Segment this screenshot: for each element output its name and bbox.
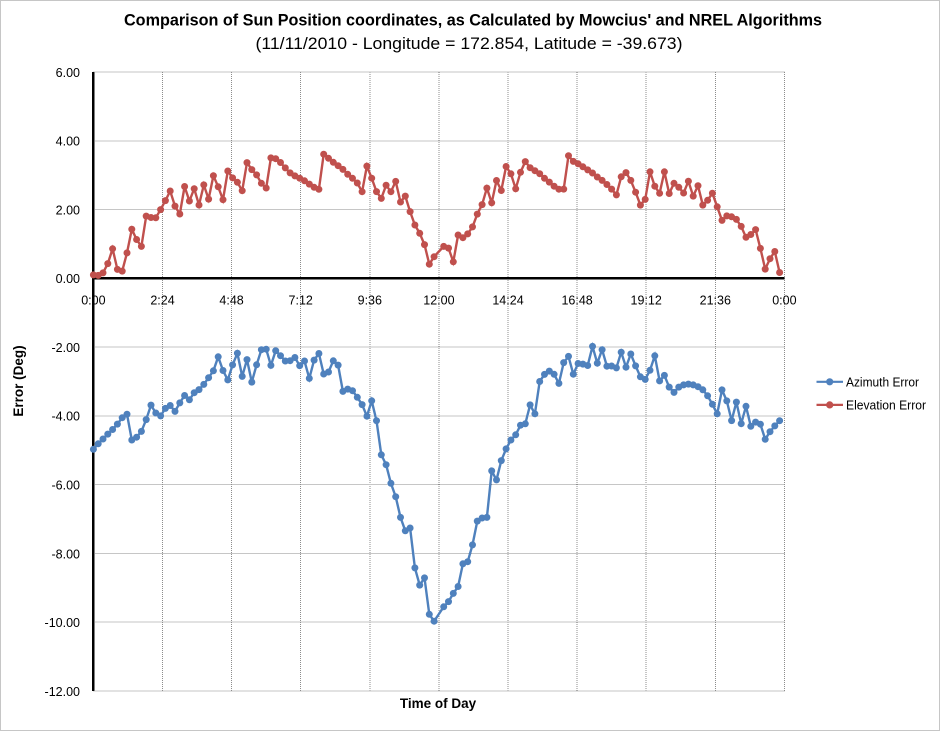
svg-text:12:00: 12:00 — [423, 294, 454, 308]
svg-text:-4.00: -4.00 — [52, 410, 81, 424]
svg-text:7:12: 7:12 — [289, 294, 313, 308]
svg-text:Comparison of Sun Position coo: Comparison of Sun Position coordinates, … — [124, 12, 822, 30]
svg-text:-12.00: -12.00 — [45, 685, 80, 699]
svg-text:-6.00: -6.00 — [52, 479, 81, 493]
svg-text:-10.00: -10.00 — [45, 616, 80, 630]
svg-text:(11/11/2010 - Longitude = 172.: (11/11/2010 - Longitude = 172.854, Latit… — [256, 34, 683, 53]
svg-text:21:36: 21:36 — [700, 294, 731, 308]
svg-text:0.00: 0.00 — [56, 272, 80, 286]
svg-text:19:12: 19:12 — [631, 294, 662, 308]
svg-text:-2.00: -2.00 — [52, 341, 81, 355]
svg-text:0:00: 0:00 — [81, 294, 105, 308]
svg-text:-8.00: -8.00 — [52, 547, 81, 561]
svg-text:2.00: 2.00 — [56, 203, 80, 217]
svg-text:Time of Day: Time of Day — [400, 696, 477, 711]
svg-text:Elevation Error: Elevation Error — [846, 397, 927, 412]
svg-text:0:00: 0:00 — [772, 294, 796, 308]
svg-text:14:24: 14:24 — [492, 294, 523, 308]
svg-text:4.00: 4.00 — [56, 135, 80, 149]
svg-text:9:36: 9:36 — [358, 294, 382, 308]
svg-text:6.00: 6.00 — [56, 66, 80, 80]
svg-text:4:48: 4:48 — [219, 294, 243, 308]
svg-text:Azimuth Error: Azimuth Error — [846, 374, 920, 389]
svg-text:2:24: 2:24 — [150, 294, 174, 308]
svg-text:Error (Deg): Error (Deg) — [11, 345, 26, 416]
svg-text:16:48: 16:48 — [561, 294, 592, 308]
